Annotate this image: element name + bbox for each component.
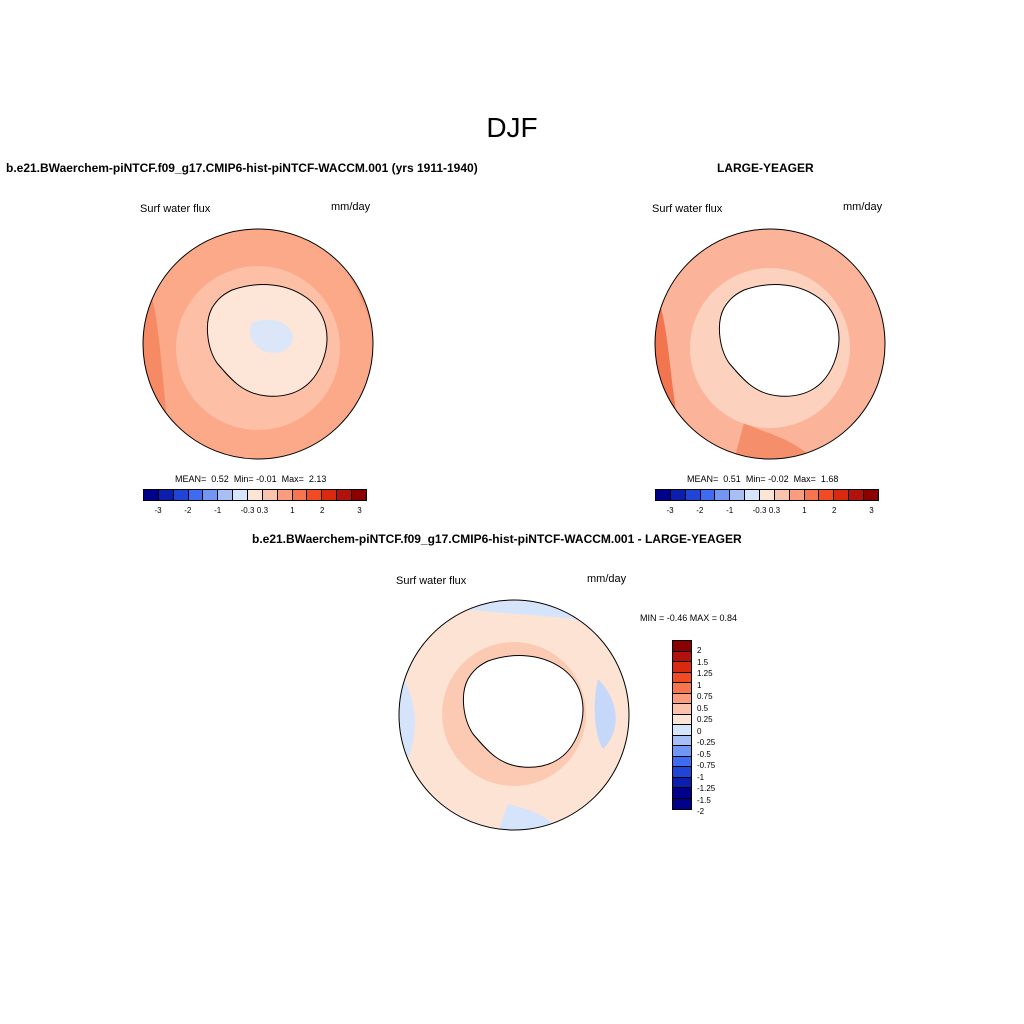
panel-1-colorbar — [143, 489, 367, 501]
colorbar-box — [144, 490, 159, 500]
colorbar-box — [248, 490, 263, 500]
panel-2-title: LARGE-YEAGER — [717, 161, 814, 175]
colorbar-box — [849, 490, 865, 500]
colorbar-box — [673, 767, 691, 778]
colorbar-box — [819, 490, 835, 500]
colorbar-box — [774, 490, 790, 500]
colorbar-box — [656, 490, 671, 500]
panel-3-title: b.e21.BWaerchem-piNTCF.f09_g17.CMIP6-his… — [252, 532, 742, 546]
colorbar-box — [673, 693, 691, 704]
colorbar-box — [218, 490, 234, 500]
colorbar-box — [673, 735, 691, 746]
colorbar-box — [685, 490, 701, 500]
colorbar-label: -1 — [697, 772, 705, 782]
colorbar-label: 1.25 — [697, 669, 713, 678]
panel-3-map — [398, 599, 630, 831]
colorbar-label: 0.75 — [697, 692, 713, 701]
colorbar-label: -0.3 — [240, 506, 255, 515]
colorbar-box — [158, 490, 174, 500]
colorbar-box — [673, 683, 691, 694]
colorbar-box — [715, 490, 731, 500]
colorbar-label: -2 — [184, 506, 192, 515]
colorbar-box — [673, 788, 691, 799]
colorbar-box — [730, 490, 746, 500]
panel-2-variable-label: Surf water flux — [652, 203, 723, 215]
colorbar-box — [673, 798, 691, 809]
colorbar-label: -0.75 — [697, 761, 716, 770]
colorbar-label: 1 — [290, 506, 295, 515]
panel-2-map — [654, 228, 886, 460]
colorbar-label: 2 — [831, 506, 837, 515]
colorbar-box — [670, 490, 686, 500]
colorbar-box — [673, 641, 691, 652]
colorbar-box — [292, 490, 308, 500]
colorbar-label: -0.3 — [752, 506, 767, 515]
panel-3-variable-label: Surf water flux — [396, 575, 467, 587]
colorbar-box — [673, 725, 691, 736]
colorbar-box — [673, 672, 691, 683]
colorbar-label: 0.3 — [768, 506, 781, 515]
colorbar-box — [673, 704, 691, 715]
colorbar-label: 0.5 — [697, 703, 709, 713]
colorbar-box — [352, 490, 366, 500]
colorbar-label: 0 — [697, 726, 702, 736]
panel-2-units-label: mm/day — [843, 201, 883, 213]
colorbar-box — [804, 490, 820, 500]
colorbar-label: 1.5 — [697, 657, 709, 667]
colorbar-box — [834, 490, 850, 500]
colorbar-box — [673, 662, 691, 673]
colorbar-box — [673, 777, 691, 788]
panel-3-colorbar — [672, 640, 692, 810]
panel-2-stats: MEAN= 0.51 Min= -0.02 Max= 1.68 — [687, 474, 839, 484]
colorbar-label: -1.25 — [697, 784, 716, 793]
colorbar-label: 2 — [319, 506, 325, 515]
colorbar-box — [307, 490, 323, 500]
colorbar-label: 0.25 — [697, 715, 713, 724]
colorbar-box — [322, 490, 338, 500]
colorbar-label: -3 — [154, 506, 162, 515]
panel-1-variable-label: Surf water flux — [140, 203, 211, 215]
panel-2-colorbar — [655, 489, 879, 501]
colorbar-box — [745, 490, 761, 500]
colorbar-box — [233, 490, 249, 500]
colorbar-label: -1 — [726, 506, 734, 515]
colorbar-box — [277, 490, 293, 500]
colorbar-label: -3 — [666, 506, 674, 515]
colorbar-box — [864, 490, 878, 500]
colorbar-box — [337, 490, 353, 500]
colorbar-label: -2 — [696, 506, 704, 515]
panel-1-map — [142, 228, 374, 460]
colorbar-box — [789, 490, 805, 500]
colorbar-label: -1.5 — [697, 795, 711, 805]
panel-2-antarctica — [718, 284, 840, 397]
panel-3-antarctica — [462, 655, 584, 768]
panel-1-stats: MEAN= 0.52 Min= -0.01 Max= 2.13 — [175, 474, 327, 484]
colorbar-box — [173, 490, 189, 500]
colorbar-box — [673, 714, 691, 725]
panel-3-minmax: MIN = -0.46 MAX = 0.84 — [640, 613, 738, 623]
colorbar-label: -0.5 — [697, 749, 711, 759]
colorbar-label: 0.3 — [256, 506, 269, 515]
colorbar-box — [673, 746, 691, 757]
colorbar-label: 3 — [869, 506, 874, 515]
colorbar-box — [262, 490, 278, 500]
colorbar-box — [188, 490, 204, 500]
colorbar-label: -1 — [214, 506, 222, 515]
colorbar-box — [673, 756, 691, 767]
colorbar-label: 1 — [802, 506, 807, 515]
colorbar-label: -2 — [697, 807, 705, 816]
colorbar-label: 2 — [697, 646, 702, 655]
panel-1-title: b.e21.BWaerchem-piNTCF.f09_g17.CMIP6-his… — [6, 161, 478, 175]
colorbar-label: 1 — [697, 680, 702, 690]
colorbar-box — [760, 490, 775, 500]
colorbar-label: 3 — [357, 506, 362, 515]
colorbar-box — [700, 490, 716, 500]
colorbar-label: -0.25 — [697, 738, 716, 747]
panel-3-units-label: mm/day — [587, 573, 627, 585]
figure-title: DJF — [486, 112, 538, 143]
panel-1-units-label: mm/day — [331, 201, 371, 213]
colorbar-box — [203, 490, 219, 500]
colorbar-box — [673, 651, 691, 662]
